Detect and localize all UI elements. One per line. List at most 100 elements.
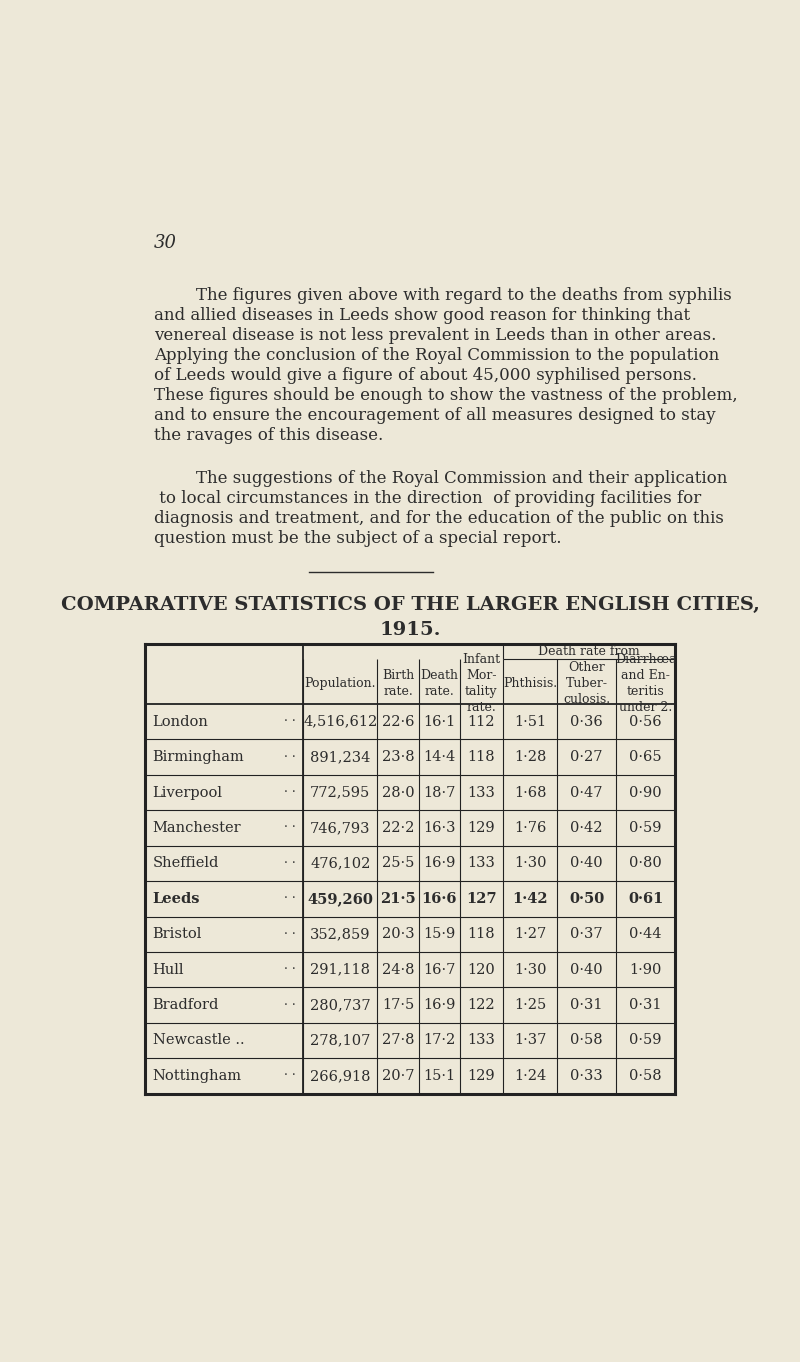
Text: 16·1: 16·1 xyxy=(423,715,455,729)
Text: Birth
rate.: Birth rate. xyxy=(382,670,414,699)
Text: London: London xyxy=(153,715,209,729)
Text: Newcastle ..: Newcastle .. xyxy=(153,1034,249,1047)
Text: 129: 129 xyxy=(467,821,495,835)
Text: 0·31: 0·31 xyxy=(570,998,603,1012)
Text: 118: 118 xyxy=(467,750,495,764)
Text: 476,102: 476,102 xyxy=(310,857,370,870)
Text: 1·51: 1·51 xyxy=(514,715,546,729)
Text: 0·40: 0·40 xyxy=(570,857,603,870)
Text: 16·6: 16·6 xyxy=(422,892,458,906)
Text: 118: 118 xyxy=(467,928,495,941)
Text: 0·58: 0·58 xyxy=(570,1034,603,1047)
Text: 0·47: 0·47 xyxy=(570,786,603,799)
Text: Bradford: Bradford xyxy=(153,998,219,1012)
Text: Death
rate.: Death rate. xyxy=(421,670,458,699)
Text: Other
Tuber-
culosis.: Other Tuber- culosis. xyxy=(563,662,610,707)
Text: 133: 133 xyxy=(467,857,495,870)
Text: 0·59: 0·59 xyxy=(630,821,662,835)
Text: Liverpool: Liverpool xyxy=(153,786,222,799)
Text: 25·5: 25·5 xyxy=(382,857,414,870)
Text: 266,918: 266,918 xyxy=(310,1069,370,1083)
Text: Diarrhœa
and En-
teritis
under 2.: Diarrhœa and En- teritis under 2. xyxy=(615,654,676,715)
Text: 0·65: 0·65 xyxy=(630,750,662,764)
Text: Sheffield: Sheffield xyxy=(153,857,219,870)
Text: 0·36: 0·36 xyxy=(570,715,603,729)
Text: · ·: · · xyxy=(283,857,295,870)
Text: COMPARATIVE STATISTICS OF THE LARGER ENGLISH CITIES,: COMPARATIVE STATISTICS OF THE LARGER ENG… xyxy=(61,597,759,614)
Text: 1·25: 1·25 xyxy=(514,998,546,1012)
Text: Infant
Mor-
tality
rate.: Infant Mor- tality rate. xyxy=(462,654,500,715)
Text: 133: 133 xyxy=(467,786,495,799)
Text: Phthisis.: Phthisis. xyxy=(503,677,557,691)
Text: 1·30: 1·30 xyxy=(514,963,546,977)
Text: 21·5: 21·5 xyxy=(381,892,416,906)
Text: 1·90: 1·90 xyxy=(630,963,662,977)
Text: 16·9: 16·9 xyxy=(423,998,456,1012)
Text: Applying the conclusion of the Royal Commission to the population: Applying the conclusion of the Royal Com… xyxy=(154,347,719,364)
Text: Nottingham: Nottingham xyxy=(153,1069,242,1083)
Text: · ·: · · xyxy=(283,998,295,1012)
Text: Bristol: Bristol xyxy=(153,928,202,941)
Text: 1·27: 1·27 xyxy=(514,928,546,941)
Text: 0·61: 0·61 xyxy=(628,892,663,906)
Text: and to ensure the encouragement of all measures designed to stay: and to ensure the encouragement of all m… xyxy=(154,407,716,424)
Text: 1·68: 1·68 xyxy=(514,786,546,799)
Text: · ·: · · xyxy=(283,786,295,799)
Text: 133: 133 xyxy=(467,1034,495,1047)
Text: 0·37: 0·37 xyxy=(570,928,603,941)
Text: · ·: · · xyxy=(283,821,295,835)
Text: 122: 122 xyxy=(467,998,495,1012)
Text: 0·50: 0·50 xyxy=(569,892,604,906)
Text: · ·: · · xyxy=(283,715,295,729)
Text: the ravages of this disease.: the ravages of this disease. xyxy=(154,426,383,444)
Text: Hull: Hull xyxy=(153,963,184,977)
Text: Leeds: Leeds xyxy=(153,892,200,906)
Text: 891,234: 891,234 xyxy=(310,750,370,764)
Text: 15·9: 15·9 xyxy=(423,928,455,941)
Text: 0·27: 0·27 xyxy=(570,750,603,764)
Text: and allied diseases in Leeds show good reason for thinking that: and allied diseases in Leeds show good r… xyxy=(154,306,690,324)
Text: Death rate from: Death rate from xyxy=(538,646,640,658)
Text: 772,595: 772,595 xyxy=(310,786,370,799)
Text: 27·8: 27·8 xyxy=(382,1034,414,1047)
Text: 28·0: 28·0 xyxy=(382,786,414,799)
Text: question must be the subject of a special report.: question must be the subject of a specia… xyxy=(154,530,562,548)
Text: 0·59: 0·59 xyxy=(630,1034,662,1047)
Text: 120: 120 xyxy=(467,963,495,977)
Text: 0·80: 0·80 xyxy=(630,857,662,870)
Text: 22·2: 22·2 xyxy=(382,821,414,835)
Text: 1·24: 1·24 xyxy=(514,1069,546,1083)
Text: 17·2: 17·2 xyxy=(423,1034,455,1047)
Text: Manchester: Manchester xyxy=(153,821,242,835)
Text: venereal disease is not less prevalent in Leeds than in other areas.: venereal disease is not less prevalent i… xyxy=(154,327,717,343)
Text: Population.: Population. xyxy=(305,677,376,691)
Text: 746,793: 746,793 xyxy=(310,821,370,835)
Text: 1·42: 1·42 xyxy=(512,892,548,906)
Text: 15·1: 15·1 xyxy=(423,1069,455,1083)
Text: diagnosis and treatment, and for the education of the public on this: diagnosis and treatment, and for the edu… xyxy=(154,509,724,527)
Text: 280,737: 280,737 xyxy=(310,998,370,1012)
Text: 16·3: 16·3 xyxy=(423,821,456,835)
Text: 14·4: 14·4 xyxy=(423,750,455,764)
Text: 0·56: 0·56 xyxy=(630,715,662,729)
Text: 16·7: 16·7 xyxy=(423,963,456,977)
Text: 127: 127 xyxy=(466,892,497,906)
Text: 0·40: 0·40 xyxy=(570,963,603,977)
Text: 0·90: 0·90 xyxy=(630,786,662,799)
Text: The figures given above with regard to the deaths from syphilis: The figures given above with regard to t… xyxy=(154,286,732,304)
Text: 1·37: 1·37 xyxy=(514,1034,546,1047)
Text: 22·6: 22·6 xyxy=(382,715,414,729)
Text: 1915.: 1915. xyxy=(379,621,441,639)
Text: · ·: · · xyxy=(283,892,295,906)
Text: 459,260: 459,260 xyxy=(307,892,373,906)
Text: · ·: · · xyxy=(283,750,295,764)
Text: 1·76: 1·76 xyxy=(514,821,546,835)
Text: · ·: · · xyxy=(283,1069,295,1083)
Text: 16·9: 16·9 xyxy=(423,857,456,870)
Text: 0·58: 0·58 xyxy=(630,1069,662,1083)
Text: These figures should be enough to show the vastness of the problem,: These figures should be enough to show t… xyxy=(154,387,738,403)
Text: 20·7: 20·7 xyxy=(382,1069,414,1083)
Text: 20·3: 20·3 xyxy=(382,928,414,941)
Text: 18·7: 18·7 xyxy=(423,786,456,799)
Text: 352,859: 352,859 xyxy=(310,928,370,941)
